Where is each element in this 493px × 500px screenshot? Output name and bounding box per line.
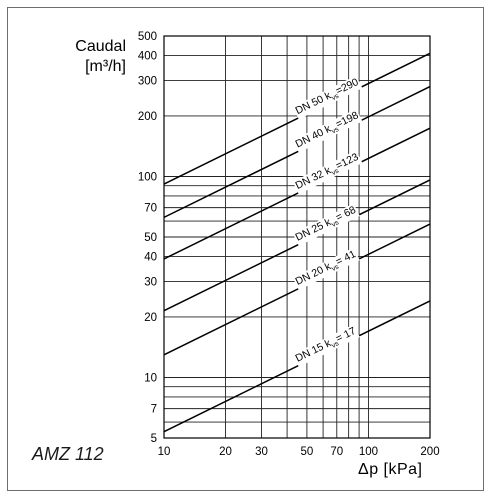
chart-frame bbox=[7, 7, 484, 491]
series-label-sub: vs bbox=[331, 126, 341, 136]
y-tick-label: 500 bbox=[138, 31, 157, 43]
series-label-sub: vs bbox=[331, 219, 341, 229]
series-line bbox=[163, 127, 431, 260]
x-axis-label: Δp [kPa] bbox=[358, 461, 423, 478]
series-line bbox=[163, 300, 431, 433]
series-label: DN 32 kvs=123 bbox=[294, 151, 362, 194]
x-tick-label: 100 bbox=[359, 446, 378, 458]
series-label-background bbox=[292, 75, 363, 120]
y-tick-label: 400 bbox=[138, 50, 157, 62]
y-tick-label: 10 bbox=[144, 372, 157, 384]
series-label-background bbox=[292, 203, 360, 246]
x-tick-label: 50 bbox=[301, 446, 314, 458]
series-label-background bbox=[292, 108, 363, 153]
y-tick-label: 40 bbox=[144, 251, 157, 263]
y-tick-label: 20 bbox=[144, 312, 157, 324]
chart-caption: AMZ 112 bbox=[32, 444, 104, 464]
y-tick-label: 200 bbox=[138, 111, 157, 123]
series-label-background bbox=[292, 247, 360, 291]
series-line bbox=[163, 85, 431, 219]
series-line bbox=[163, 52, 431, 185]
x-tick-label: 10 bbox=[158, 446, 171, 458]
y-tick-label: 7 bbox=[151, 404, 157, 416]
series-label-background bbox=[292, 324, 360, 367]
series-label-background bbox=[292, 150, 363, 195]
series-line bbox=[163, 223, 431, 356]
series-label-sub: vs bbox=[331, 93, 341, 103]
y-tick-label: 100 bbox=[138, 171, 157, 183]
y-tick-label: 30 bbox=[144, 277, 157, 289]
y-tick-label: 300 bbox=[138, 76, 157, 88]
series-label-sub: vs bbox=[331, 263, 341, 273]
y-axis-label-line1: Caudal bbox=[75, 38, 126, 55]
series-label-sub: vs bbox=[331, 340, 341, 350]
plot-border bbox=[163, 35, 431, 439]
y-tick-label: 5 bbox=[151, 433, 157, 445]
x-tick-label: 30 bbox=[255, 446, 268, 458]
y-axis-label-line2: [m³/h] bbox=[85, 58, 126, 75]
y-tick-label: 50 bbox=[144, 232, 157, 244]
x-tick-label: 70 bbox=[330, 446, 343, 458]
x-tick-label: 20 bbox=[219, 446, 232, 458]
series-line bbox=[163, 179, 431, 312]
y-tick-label: 70 bbox=[144, 203, 157, 215]
x-tick-label: 200 bbox=[420, 446, 439, 458]
series-label-sub: vs bbox=[331, 167, 341, 177]
